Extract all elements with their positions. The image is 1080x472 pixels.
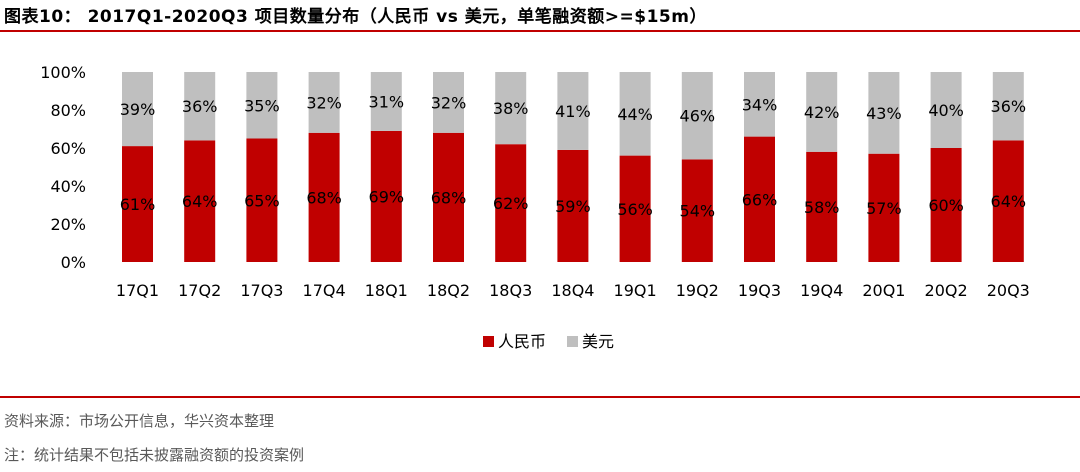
bar-usd [619, 72, 651, 156]
y-tick-label: 60% [50, 139, 86, 158]
data-label-usd: 35% [244, 96, 280, 115]
data-label-usd: 32% [431, 93, 467, 112]
x-tick-label: 17Q4 [303, 281, 346, 300]
bar-usd [744, 72, 775, 137]
data-label-usd: 41% [555, 102, 591, 121]
data-label-usd: 44% [617, 105, 653, 124]
y-tick-label: 40% [50, 177, 86, 196]
bar-rmb [308, 132, 340, 262]
data-label-usd: 38% [493, 99, 529, 118]
legend-label-usd: 美元 [582, 332, 614, 351]
x-tick-label: 17Q3 [240, 281, 283, 300]
x-tick-label: 20Q1 [862, 281, 905, 300]
data-label-rmb: 64% [182, 192, 218, 211]
x-tick-label: 19Q4 [800, 281, 843, 300]
bar-usd [681, 72, 713, 160]
y-tick-label: 20% [50, 215, 86, 234]
bar-usd [370, 72, 402, 131]
data-label-usd: 36% [991, 97, 1027, 116]
data-label-rmb: 54% [680, 202, 716, 221]
x-tick-label: 17Q2 [178, 281, 221, 300]
bar-rmb [868, 153, 900, 262]
x-tick-label: 18Q3 [489, 281, 532, 300]
bar-usd [122, 72, 153, 147]
x-tick-label: 19Q3 [738, 281, 781, 300]
bar-rmb [370, 130, 402, 262]
bar-rmb [806, 151, 838, 262]
y-tick-label: 80% [50, 101, 86, 120]
data-label-rmb: 65% [244, 191, 280, 210]
data-label-usd: 43% [866, 104, 902, 123]
bar-rmb [433, 132, 464, 262]
bar-usd [992, 72, 1024, 141]
bar-rmb [992, 140, 1024, 262]
top-divider [0, 30, 1080, 32]
bar-rmb [681, 159, 713, 262]
data-label-rmb: 66% [742, 190, 778, 209]
legend: 人民币 美元 [483, 332, 614, 351]
x-axis: 17Q1 17Q2 17Q3 17Q4 18Q1 18Q2 18Q3 18Q4 19Q1 19Q2… [116, 281, 1030, 300]
x-tick-label: 18Q1 [365, 281, 408, 300]
data-label-usd: 36% [182, 97, 218, 116]
data-label-rmb: 69% [369, 187, 405, 206]
data-label-usd: 31% [369, 92, 405, 111]
bottom-divider [0, 396, 1080, 398]
data-label-rmb: 68% [431, 188, 467, 207]
bar-rmb [744, 136, 775, 262]
y-axis: 0% 20% 40% 60% 80% 100% [40, 63, 86, 272]
legend-swatch-usd [567, 336, 578, 347]
bar-rmb [122, 146, 153, 262]
x-tick-label: 18Q4 [551, 281, 594, 300]
bar-usd [308, 72, 340, 133]
bar-rmb [619, 155, 651, 262]
bars: 61% 39% 64% 36% 65% 35% 68% 32% 69% 31% 68% 32% 62% 3… [120, 72, 1026, 262]
bar-usd [806, 72, 838, 152]
bar-usd [557, 72, 589, 150]
data-label-usd: 42% [804, 103, 840, 122]
bar-rmb [495, 144, 527, 262]
bar-rmb [557, 149, 589, 262]
data-label-rmb: 57% [866, 199, 902, 218]
x-tick-label: 18Q2 [427, 281, 470, 300]
source-note: 资料来源：市场公开信息，华兴资本整理 [4, 412, 275, 430]
data-label-rmb: 68% [306, 188, 342, 207]
x-tick-label: 19Q2 [676, 281, 719, 300]
x-tick-label: 20Q2 [925, 281, 968, 300]
stacked-bar-chart: 0% 20% 40% 60% 80% 100% 61% 39% 64% 36% 65% 35% 68%… [40, 63, 1030, 351]
bar-usd [868, 72, 900, 154]
data-label-usd: 40% [928, 101, 964, 120]
bar-rmb [184, 140, 216, 262]
bar-usd [184, 72, 216, 141]
y-tick-label: 100% [40, 63, 86, 82]
footnote: 注：统计结果不包括未披露融资额的投资案例 [4, 446, 305, 464]
bar-usd [246, 72, 278, 139]
data-label-rmb: 64% [991, 192, 1027, 211]
x-tick-label: 20Q3 [987, 281, 1030, 300]
bar-rmb [930, 148, 962, 262]
figure-title: 图表10： 2017Q1-2020Q3 项目数量分布（人民币 vs 美元，单笔融… [4, 7, 707, 27]
data-label-usd: 46% [680, 107, 716, 126]
data-label-rmb: 61% [120, 195, 156, 214]
data-label-rmb: 59% [555, 197, 591, 216]
data-label-rmb: 60% [928, 196, 964, 215]
data-label-rmb: 56% [617, 200, 653, 219]
bar-usd [930, 72, 962, 148]
data-label-usd: 39% [120, 100, 156, 119]
bar-usd [433, 72, 464, 133]
legend-label-rmb: 人民币 [498, 332, 546, 351]
data-label-usd: 32% [306, 93, 342, 112]
data-label-rmb: 62% [493, 194, 529, 213]
y-tick-label: 0% [61, 253, 86, 272]
x-tick-label: 17Q1 [116, 281, 159, 300]
data-label-usd: 34% [742, 95, 778, 114]
legend-swatch-rmb [483, 336, 494, 347]
bar-rmb [246, 138, 278, 262]
x-tick-label: 19Q1 [614, 281, 657, 300]
data-label-rmb: 58% [804, 198, 840, 217]
bar-usd [495, 72, 527, 145]
